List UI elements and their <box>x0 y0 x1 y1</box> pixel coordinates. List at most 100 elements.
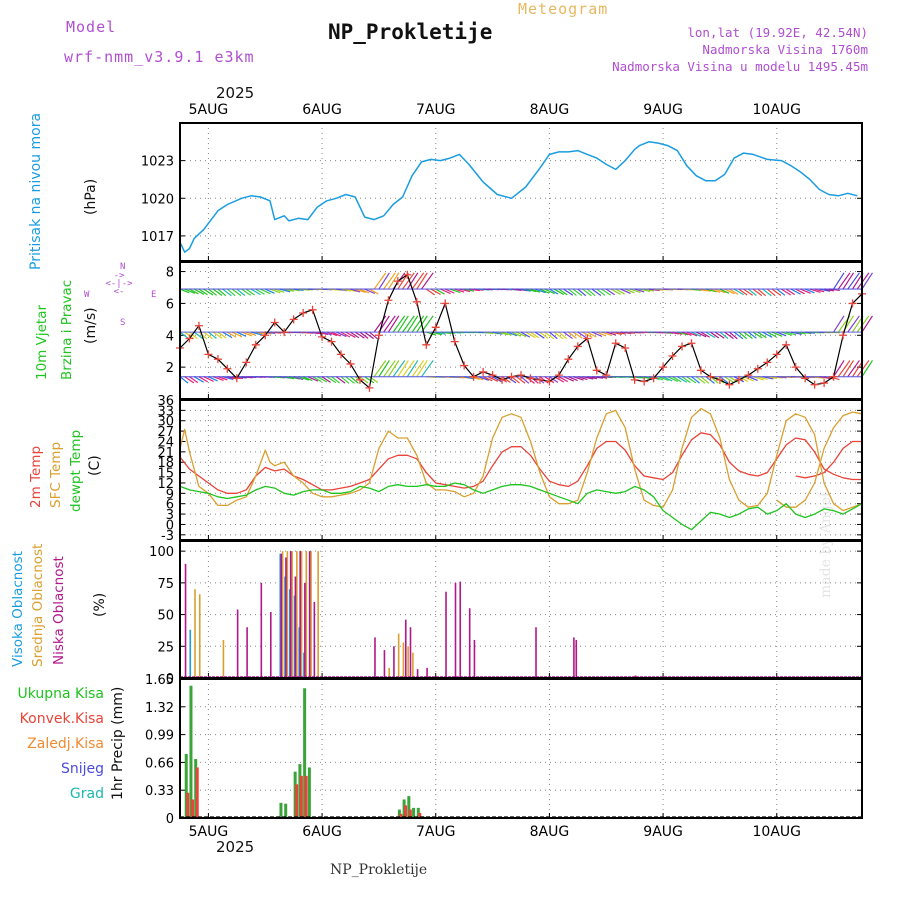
wind-barb <box>710 331 720 339</box>
wind-barb <box>208 376 218 382</box>
xtick-label-top: 5AUG <box>189 102 229 118</box>
wind-barb <box>587 331 597 338</box>
wind-barb <box>373 272 387 290</box>
cloud-bar-1 <box>286 551 289 678</box>
wind-barb <box>387 360 400 378</box>
cloud-bar-2 <box>634 675 637 678</box>
wind-barb <box>364 376 375 384</box>
wind-barb <box>359 288 370 294</box>
ytick-label-precip: 0.66 <box>145 756 174 771</box>
cloud-bar-2 <box>299 551 301 678</box>
precip-legend-total: Ukupna Kisa <box>17 686 104 702</box>
compass-arrows: -> <-|-> <- <box>105 271 133 297</box>
wind-barb <box>563 288 574 296</box>
wind-barb <box>227 331 237 338</box>
wind-barb <box>406 315 419 333</box>
wind-barb <box>406 360 419 378</box>
wind-barb <box>520 331 531 338</box>
wind-speed-marker <box>526 374 535 383</box>
wind-speed-marker <box>668 351 677 360</box>
xtick-label-bottom: 7AUG <box>416 824 456 840</box>
wind-speed-marker <box>696 366 705 375</box>
cloud-bar-2 <box>285 557 287 678</box>
wind-barb <box>729 331 738 340</box>
wind-barb <box>402 315 415 333</box>
wind-barb <box>539 288 550 294</box>
wind-barb <box>335 376 346 384</box>
xtick-label-top: 7AUG <box>416 102 456 118</box>
wind-barb <box>856 272 870 290</box>
wind-speed-marker <box>232 374 241 383</box>
xtick-label-bottom: 10AUG <box>753 824 802 840</box>
wind-barb <box>515 376 526 384</box>
cloud-bar-2 <box>393 646 395 678</box>
wind-barb <box>482 376 493 382</box>
cloud-bar-2 <box>383 650 386 678</box>
ytick-label-wind: 4 <box>166 329 174 344</box>
wind-barb <box>762 288 772 297</box>
wind-barb <box>705 331 716 339</box>
wind-speed-marker <box>649 374 658 383</box>
precip-bar-0 <box>412 807 416 818</box>
wind-barb <box>695 331 707 338</box>
wind-barb <box>345 376 355 384</box>
wind-barb <box>501 376 511 384</box>
cloud-bar-2 <box>416 669 419 678</box>
wind-barb <box>856 315 870 333</box>
wind-barb <box>350 376 359 384</box>
wind-speed-marker <box>810 380 819 389</box>
wind-barb <box>236 288 246 296</box>
wind-barb <box>402 360 415 378</box>
wind-barb <box>591 331 603 338</box>
wind-barb <box>212 331 223 339</box>
xtick-label-top: 6AUG <box>302 102 342 118</box>
precip-bar-0 <box>303 688 307 818</box>
panel-frame-pressure <box>179 122 863 262</box>
cloud-bar-1 <box>305 551 308 678</box>
precip-bar-1 <box>299 775 303 818</box>
ytick-label-clouds: 75 <box>157 577 174 592</box>
wind-barb <box>340 331 351 338</box>
precip-bar-0 <box>397 809 401 818</box>
wind-speed-marker <box>734 375 743 384</box>
wind-speed-marker <box>820 379 829 388</box>
wind-barb <box>179 331 189 339</box>
cloud-bar-2 <box>308 551 311 678</box>
wind-barb <box>847 315 860 333</box>
cloud-bar-2 <box>260 582 263 678</box>
xtick-label-top: 10AUG <box>753 102 802 118</box>
wind-barb <box>676 376 688 383</box>
wind-barb <box>766 331 777 338</box>
wind-speed-marker <box>355 375 364 384</box>
wind-barb <box>354 331 365 339</box>
wind-barb <box>842 360 855 378</box>
wind-barb <box>837 272 851 290</box>
ytick-label-precip: 0.33 <box>145 784 174 799</box>
app-name: Meteogram <box>518 0 609 18</box>
precip-bar-0 <box>407 796 411 818</box>
wind-barb <box>610 288 621 295</box>
wind-barb <box>203 331 213 340</box>
wind-speed-marker <box>299 308 308 317</box>
precip-bar-1 <box>186 792 190 818</box>
precip-bar-1 <box>195 767 199 818</box>
wind-speed-marker <box>839 331 848 340</box>
wind-barb <box>378 360 390 378</box>
cloud-bar-2 <box>445 591 447 678</box>
wind-speed-marker <box>763 358 772 367</box>
wind-barb <box>525 331 536 339</box>
cloud-bar-0 <box>293 595 296 678</box>
wind-barb <box>549 288 559 295</box>
wind-barb <box>544 331 554 340</box>
ytick-label-temperature: 36 <box>157 394 174 409</box>
wind-speed-marker <box>185 334 194 343</box>
cloud-bar-2 <box>535 627 537 678</box>
wind-barb <box>397 315 409 333</box>
cloud-bar-2 <box>426 667 428 678</box>
wind-barb <box>416 360 428 378</box>
precip-bar-1 <box>190 799 194 818</box>
wind-barb <box>586 288 596 297</box>
wind-barb <box>511 331 521 337</box>
wind-speed-marker <box>744 371 753 380</box>
